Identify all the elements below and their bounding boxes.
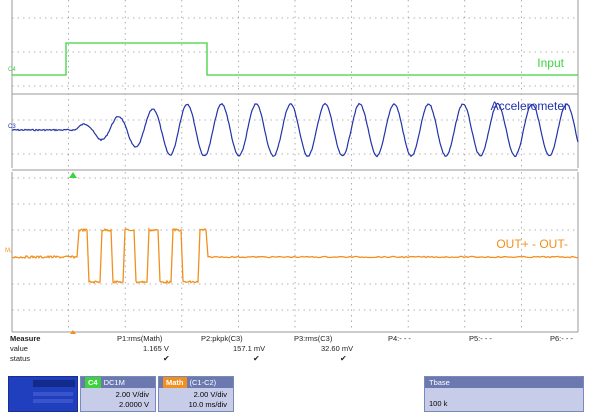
- p3-status-check-icon: ✔: [340, 354, 347, 363]
- math-function: (C1-C2): [189, 378, 217, 387]
- p3-value: 32.60 mV: [321, 344, 354, 353]
- c1-descriptor-header: [33, 380, 75, 387]
- c1-descriptor-line: [33, 392, 73, 396]
- lower-grid: [11, 172, 579, 333]
- p1-value: 1.165 V: [143, 344, 169, 353]
- trigger-marker-icon: [69, 172, 77, 178]
- measure-value-row: value 1.165 V 157.1 mV 32.60 mV: [10, 344, 590, 354]
- status-row-label: status: [10, 354, 31, 363]
- c4-offset: 2.0000 V: [118, 400, 149, 409]
- math-tdiv: 10.0 ms/div: [188, 400, 227, 409]
- c4-vdiv: 2.00 V/div: [115, 390, 149, 399]
- math-tag: Math: [163, 377, 187, 388]
- measure-header-row: Measure P1:rms(Math) P2:pkpk(C3) P3:rms(…: [10, 334, 590, 344]
- p2-value: 157.1 mV: [233, 344, 266, 353]
- c4-tag: C4: [85, 377, 101, 388]
- p2-name: P2:pkpk(C3): [201, 334, 243, 343]
- accelerometer-trace: [11, 102, 579, 158]
- input-trace: [12, 42, 578, 76]
- math-descriptor-header: Math (C1-C2): [159, 377, 233, 388]
- value-row-label: value: [10, 344, 28, 353]
- p2-status-check-icon: ✔: [253, 354, 260, 363]
- measure-table: Measure P1:rms(Math) P2:pkpk(C3) P3:rms(…: [0, 334, 598, 374]
- p3-name: P3:rms(C3): [294, 334, 333, 343]
- measure-status-row: status ✔ ✔ ✔: [10, 354, 590, 364]
- timebase-descriptor-box[interactable]: Tbase 100 k: [424, 376, 584, 412]
- c1-descriptor-box[interactable]: [8, 376, 78, 412]
- c4-descriptor-box[interactable]: C4 DC1M 2.00 V/div 2.0000 V: [80, 376, 156, 412]
- p5-name: P5:- - -: [469, 334, 492, 343]
- upper-grid: [11, 0, 579, 168]
- c1-descriptor-line: [33, 399, 73, 403]
- math-vdiv: 2.00 V/div: [193, 390, 227, 399]
- p1-status-check-icon: ✔: [163, 354, 170, 363]
- timebase-header: Tbase: [425, 377, 583, 388]
- out-diff-label: OUT+ - OUT-: [496, 237, 568, 251]
- oscilloscope-display: C4 C3 M₂ Input Accelerometer OUT+ - OUT-: [5, 0, 579, 334]
- input-label: Input: [537, 56, 564, 70]
- c4-coupling: DC1M: [103, 378, 125, 387]
- accel-channel-marker: C3: [8, 124, 16, 130]
- c4-descriptor-header: C4 DC1M: [81, 377, 155, 388]
- timebase-value: 100 k: [429, 399, 448, 408]
- input-channel-marker: C4: [8, 67, 16, 73]
- p4-name: P4:- - -: [388, 334, 411, 343]
- measure-title: Measure: [10, 334, 41, 343]
- math-channel-marker: M₂: [5, 248, 13, 254]
- out-diff-trace: [11, 227, 579, 284]
- p1-name: P1:rms(Math): [117, 334, 163, 343]
- math-descriptor-box[interactable]: Math (C1-C2) 2.00 V/div 10.0 ms/div: [158, 376, 234, 412]
- accelerometer-label: Accelerometer: [491, 99, 568, 113]
- p6-name: P6:- - -: [550, 334, 573, 343]
- timebase-tag: Tbase: [429, 378, 450, 387]
- cursor-marker-icon: [70, 330, 76, 334]
